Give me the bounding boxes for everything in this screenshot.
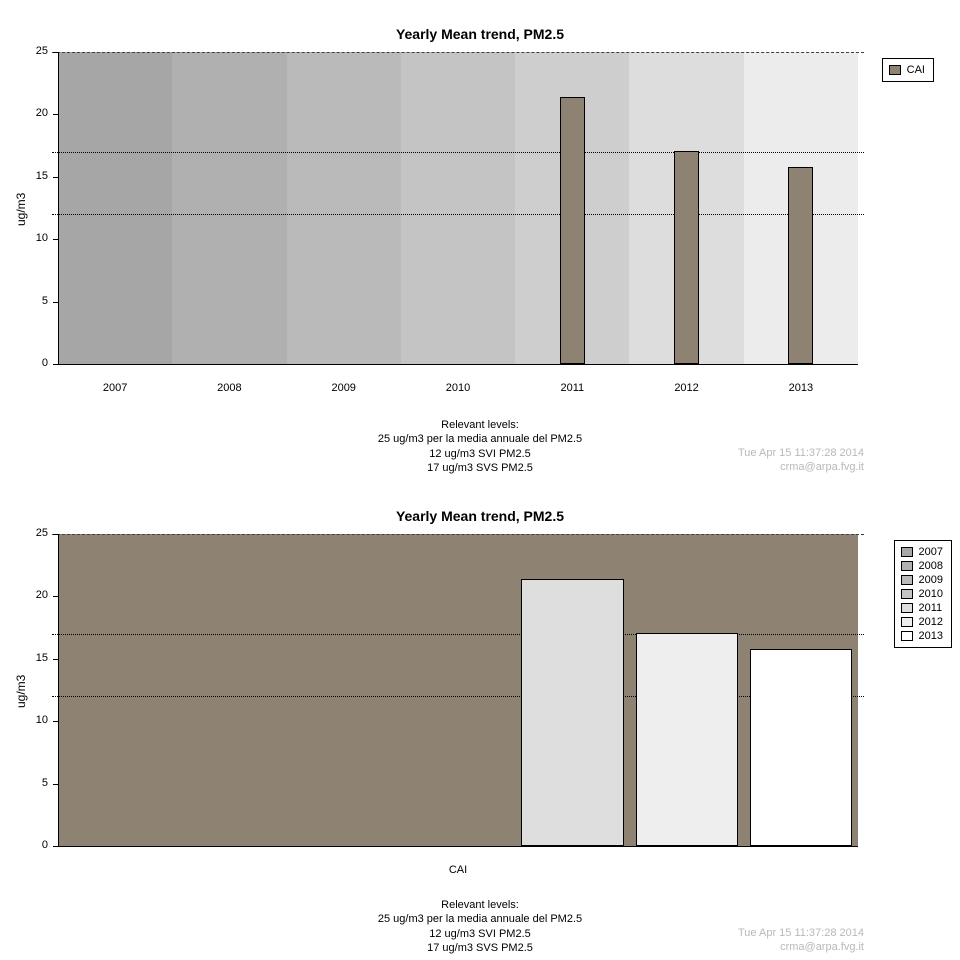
y-tick-label: 10 [18, 232, 48, 244]
y-axis-label: ug/m3 [14, 675, 28, 708]
legend-label: 2010 [919, 588, 943, 600]
x-category-label: 2009 [287, 382, 401, 394]
reference-line [52, 634, 864, 635]
chart-title: Yearly Mean trend, PM2.5 [0, 508, 960, 524]
legend-label: 2009 [919, 574, 943, 586]
legend-swatch [901, 561, 913, 571]
background-band [401, 52, 516, 364]
legend-item: 2009 [901, 573, 943, 587]
bar [636, 633, 738, 846]
legend-label: 2008 [919, 560, 943, 572]
background-band [287, 52, 402, 364]
chart-title: Yearly Mean trend, PM2.5 [0, 26, 960, 42]
x-category-label: CAI [58, 864, 858, 876]
background-band [58, 534, 858, 846]
legend-item: 2013 [901, 629, 943, 643]
plot-area [58, 52, 858, 364]
legend-swatch [901, 575, 913, 585]
x-axis-line [58, 364, 858, 365]
bar [560, 97, 585, 364]
bar [674, 151, 699, 364]
legend-label: CAI [907, 64, 925, 76]
legend-label: 2011 [919, 602, 943, 614]
y-axis-label: ug/m3 [14, 193, 28, 226]
legend-item: 2010 [901, 587, 943, 601]
x-axis-line [58, 846, 858, 847]
legend-label: 2012 [919, 616, 943, 628]
background-band [172, 52, 287, 364]
x-category-label: 2010 [401, 382, 515, 394]
bar [788, 167, 813, 364]
x-category-label: 2011 [515, 382, 629, 394]
y-tick-label: 0 [18, 839, 48, 851]
legend-swatch [901, 547, 913, 557]
background-band [58, 52, 173, 364]
legend-swatch [889, 65, 901, 75]
y-tick-label: 25 [18, 45, 48, 57]
legend-item: 2008 [901, 559, 943, 573]
legend-swatch [901, 617, 913, 627]
legend-item: 2011 [901, 601, 943, 615]
reference-line [52, 534, 864, 535]
y-tick-label: 20 [18, 589, 48, 601]
x-category-label: 2012 [629, 382, 743, 394]
reference-line [52, 214, 864, 215]
legend-swatch [901, 603, 913, 613]
y-tick-label: 10 [18, 714, 48, 726]
y-axis-line [58, 534, 59, 846]
x-category-label: 2008 [172, 382, 286, 394]
legend-item: CAI [889, 63, 925, 77]
plot-area [58, 534, 858, 846]
x-category-label: 2013 [744, 382, 858, 394]
y-tick-label: 15 [18, 170, 48, 182]
timestamp: Tue Apr 15 11:37:28 2014crma@arpa.fvg.it [738, 926, 864, 955]
y-tick-label: 0 [18, 357, 48, 369]
x-category-label: 2007 [58, 382, 172, 394]
legend-swatch [901, 631, 913, 641]
y-tick-label: 5 [18, 295, 48, 307]
bar [521, 579, 623, 846]
y-tick-label: 15 [18, 652, 48, 664]
legend-swatch [901, 589, 913, 599]
reference-line [52, 52, 864, 53]
reference-line [52, 696, 864, 697]
legend-item: 2007 [901, 545, 943, 559]
y-tick-label: 20 [18, 107, 48, 119]
y-axis-line [58, 52, 59, 364]
legend-label: 2013 [919, 630, 943, 642]
timestamp: Tue Apr 15 11:37:28 2014crma@arpa.fvg.it [738, 446, 864, 475]
y-tick-label: 25 [18, 527, 48, 539]
bar [750, 649, 852, 846]
legend: CAI [882, 58, 934, 82]
y-tick-label: 5 [18, 777, 48, 789]
legend-label: 2007 [919, 546, 943, 558]
legend-item: 2012 [901, 615, 943, 629]
reference-line [52, 152, 864, 153]
legend: 2007 2008 2009 2010 2011 2012 2013 [894, 540, 952, 648]
